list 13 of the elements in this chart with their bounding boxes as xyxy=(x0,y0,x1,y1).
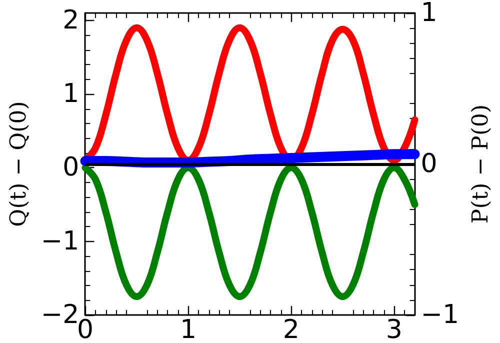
y-tick-label: −1 xyxy=(40,226,80,256)
y2-tick-label: −1 xyxy=(420,300,460,330)
x-tick-label: 2 xyxy=(282,315,300,343)
y2-tick-label: 1 xyxy=(420,0,438,28)
y-tick-label: 0 xyxy=(62,152,80,183)
y2-axis-title: P(t) − P(0) xyxy=(468,104,494,224)
y-tick-label: 2 xyxy=(62,5,80,36)
x-tick-label: 3 xyxy=(386,315,402,343)
x-tick-label: 1 xyxy=(180,315,196,343)
y-axis-title: Q(t) − Q(0) xyxy=(6,101,32,227)
y-tick-label: −2 xyxy=(40,300,80,330)
y2-tick-label: 0 xyxy=(420,149,438,179)
y-tick-label: 1 xyxy=(62,79,80,110)
